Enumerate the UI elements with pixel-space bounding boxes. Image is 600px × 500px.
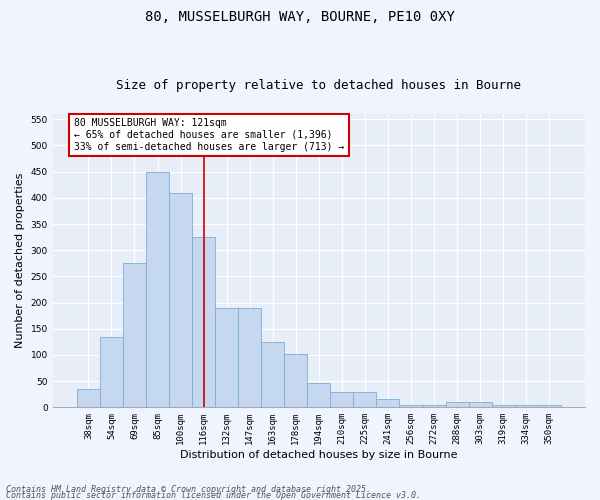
Bar bbox=[215, 308, 238, 408]
Bar bbox=[400, 404, 422, 407]
Bar bbox=[353, 392, 376, 407]
Title: Size of property relative to detached houses in Bourne: Size of property relative to detached ho… bbox=[116, 79, 521, 92]
Bar bbox=[123, 264, 146, 408]
Bar bbox=[538, 404, 561, 407]
Bar bbox=[238, 308, 261, 408]
Bar bbox=[192, 237, 215, 408]
Bar bbox=[331, 392, 353, 407]
Bar bbox=[446, 402, 469, 407]
Text: 80, MUSSELBURGH WAY, BOURNE, PE10 0XY: 80, MUSSELBURGH WAY, BOURNE, PE10 0XY bbox=[145, 10, 455, 24]
Bar bbox=[146, 172, 169, 408]
Text: Contains HM Land Registry data © Crown copyright and database right 2025.: Contains HM Land Registry data © Crown c… bbox=[6, 484, 371, 494]
Text: Contains public sector information licensed under the Open Government Licence v3: Contains public sector information licen… bbox=[6, 490, 421, 500]
Bar bbox=[515, 404, 538, 407]
Bar bbox=[100, 336, 123, 407]
Bar bbox=[491, 404, 515, 407]
X-axis label: Distribution of detached houses by size in Bourne: Distribution of detached houses by size … bbox=[180, 450, 458, 460]
Bar bbox=[422, 404, 446, 407]
Bar bbox=[307, 383, 331, 407]
Text: 80 MUSSELBURGH WAY: 121sqm
← 65% of detached houses are smaller (1,396)
33% of s: 80 MUSSELBURGH WAY: 121sqm ← 65% of deta… bbox=[74, 118, 344, 152]
Bar bbox=[376, 400, 400, 407]
Y-axis label: Number of detached properties: Number of detached properties bbox=[15, 173, 25, 348]
Bar bbox=[169, 192, 192, 408]
Bar bbox=[469, 402, 491, 407]
Bar bbox=[284, 354, 307, 408]
Bar bbox=[77, 389, 100, 407]
Bar bbox=[261, 342, 284, 407]
